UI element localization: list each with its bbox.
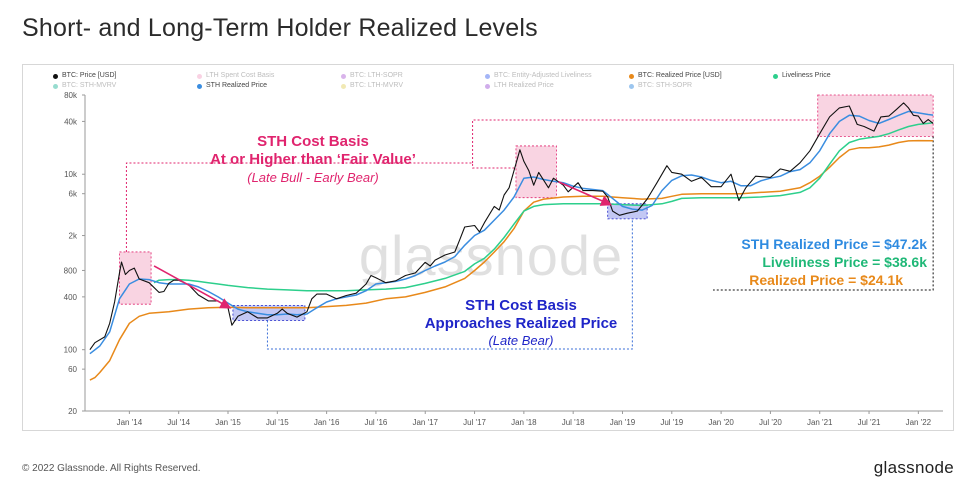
- legend-item[interactable]: BTC: Price [USD]: [53, 71, 197, 81]
- footer-copyright: © 2022 Glassnode. All Rights Reserved.: [22, 463, 201, 474]
- legend-swatch: [341, 83, 346, 89]
- legend-swatch: [485, 73, 490, 79]
- x-tick-label: Jan '20: [708, 418, 734, 427]
- legend-swatch: [485, 83, 490, 89]
- glassnode-logo: glassnode: [873, 458, 954, 477]
- x-tick-label: Jul '16: [364, 418, 387, 427]
- legend-item[interactable]: LTH Realized Price: [485, 81, 629, 91]
- top-annotation-guide-right: [472, 119, 818, 163]
- legend-item[interactable]: Liveliness Price: [773, 71, 917, 81]
- legend-row: BTC: Price [USD] LTH Spent Cost Basis BTC:…: [53, 71, 953, 81]
- x-tick-label: Jul '21: [858, 418, 881, 427]
- legend-swatch: [341, 73, 346, 79]
- legend-label: Liveliness Price: [782, 72, 831, 79]
- legend-item[interactable]: BTC: LTH-MVRV: [341, 81, 485, 91]
- legend-item[interactable]: BTC: LTH-SOPR: [341, 71, 485, 81]
- arrow-2018: [558, 181, 613, 206]
- y-tick-label: 6k: [69, 190, 78, 199]
- y-tick-label: 40k: [64, 117, 78, 126]
- legend-label: BTC: Entity-Adjusted Liveliness: [494, 72, 592, 79]
- legend-label: BTC: LTH-MVRV: [350, 82, 404, 89]
- x-tick-label: Jul '18: [562, 418, 585, 427]
- y-tick-label: 10k: [64, 170, 78, 179]
- y-tick-label: 80k: [64, 91, 78, 100]
- arrow-2014: [153, 265, 232, 309]
- legend-label: BTC: STH-SOPR: [638, 82, 693, 89]
- x-tick-label: Jul '17: [463, 418, 486, 427]
- legend-row: BTC: STH-MVRV STH Realized Price BTC: LTH-…: [53, 81, 953, 91]
- y-tick-label: 2k: [69, 232, 78, 241]
- legend-swatch: [53, 83, 58, 89]
- x-tick-label: Jul '15: [266, 418, 289, 427]
- legend-item[interactable]: BTC: Entity-Adjusted Liveliness: [485, 71, 629, 81]
- value-box-guide: [713, 136, 934, 291]
- chart-legend: BTC: Price [USD] LTH Spent Cost Basis BTC:…: [53, 71, 953, 91]
- legend-item[interactable]: STH Realized Price: [197, 81, 341, 91]
- realized-value: Realized Price = $24.1k: [749, 272, 903, 288]
- top-annotation-line1: STH Cost Basis: [257, 133, 369, 150]
- x-tick-label: Jan '22: [906, 418, 932, 427]
- price-line: [89, 102, 934, 351]
- y-tick-label: 400: [64, 293, 78, 302]
- legend-item[interactable]: BTC: STH-MVRV: [53, 81, 197, 91]
- top-annotation-line2: At or Higher than ‘Fair Value’: [210, 151, 416, 168]
- legend-swatch: [197, 73, 202, 79]
- x-tick-label: Jan '14: [117, 418, 143, 427]
- x-tick-label: Jan '15: [215, 418, 241, 427]
- chart-svg: glassnode 80k40k10k6k2k8004001006020Jan …: [64, 91, 943, 427]
- bottom-annotation-line3: (Late Bear): [488, 333, 553, 348]
- legend-label: STH Realized Price: [206, 82, 268, 89]
- legend-label: BTC: LTH-SOPR: [350, 72, 403, 79]
- legend-item[interactable]: BTC: STH-SOPR: [629, 81, 773, 91]
- legend-label: LTH Realized Price: [494, 82, 554, 89]
- bottom-annotation-line1: STH Cost Basis: [465, 297, 577, 314]
- legend-swatch: [197, 83, 202, 89]
- y-tick-label: 60: [68, 365, 77, 374]
- legend-label: BTC: STH-MVRV: [62, 82, 117, 89]
- x-tick-label: Jan '16: [314, 418, 340, 427]
- x-tick-label: Jan '17: [412, 418, 438, 427]
- top-annotation-line3: (Late Bull - Early Bear): [247, 170, 379, 185]
- x-tick-label: Jul '20: [759, 418, 782, 427]
- liveliness-value: Liveliness Price = $38.6k: [762, 254, 927, 270]
- x-tick-label: Jan '19: [610, 418, 636, 427]
- y-tick-label: 20: [68, 407, 77, 416]
- sth-realized-value: STH Realized Price = $47.2k: [741, 236, 927, 252]
- legend-label: LTH Spent Cost Basis: [206, 72, 275, 79]
- legend-label: BTC: Realized Price [USD]: [638, 72, 722, 79]
- legend-swatch: [53, 73, 58, 79]
- x-tick-label: Jul '19: [660, 418, 683, 427]
- legend-swatch: [629, 83, 634, 89]
- y-tick-label: 800: [64, 266, 78, 275]
- blue-highlight-zone: [232, 304, 306, 321]
- legend-item[interactable]: LTH Spent Cost Basis: [197, 71, 341, 81]
- page-title: Short- and Long-Term Holder Realized Lev…: [22, 14, 538, 42]
- pink-highlight-zone: [515, 145, 557, 199]
- pink-highlight-zone: [119, 251, 152, 305]
- chart-panel: BTC: Price [USD] LTH Spent Cost Basis BTC:…: [22, 64, 954, 431]
- legend-swatch: [629, 73, 634, 79]
- x-tick-label: Jan '21: [807, 418, 833, 427]
- liveliness-line: [153, 122, 934, 292]
- x-tick-label: Jul '14: [167, 418, 190, 427]
- blue-highlight-zone: [607, 203, 648, 220]
- legend-item[interactable]: BTC: Realized Price [USD]: [629, 71, 773, 81]
- bottom-annotation-line2: Approaches Realized Price: [425, 315, 618, 332]
- legend-label: BTC: Price [USD]: [62, 72, 117, 79]
- legend-swatch: [773, 73, 778, 79]
- y-tick-label: 100: [64, 346, 78, 355]
- x-tick-label: Jan '18: [511, 418, 537, 427]
